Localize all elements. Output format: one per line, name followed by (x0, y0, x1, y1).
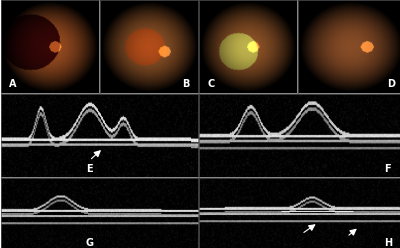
Text: G: G (85, 238, 93, 248)
Text: C: C (207, 79, 214, 89)
Text: D: D (388, 79, 396, 89)
Text: B: B (182, 79, 190, 89)
Text: A: A (9, 79, 16, 89)
Text: H: H (384, 238, 392, 248)
Text: F: F (384, 164, 391, 174)
Text: E: E (86, 164, 93, 174)
